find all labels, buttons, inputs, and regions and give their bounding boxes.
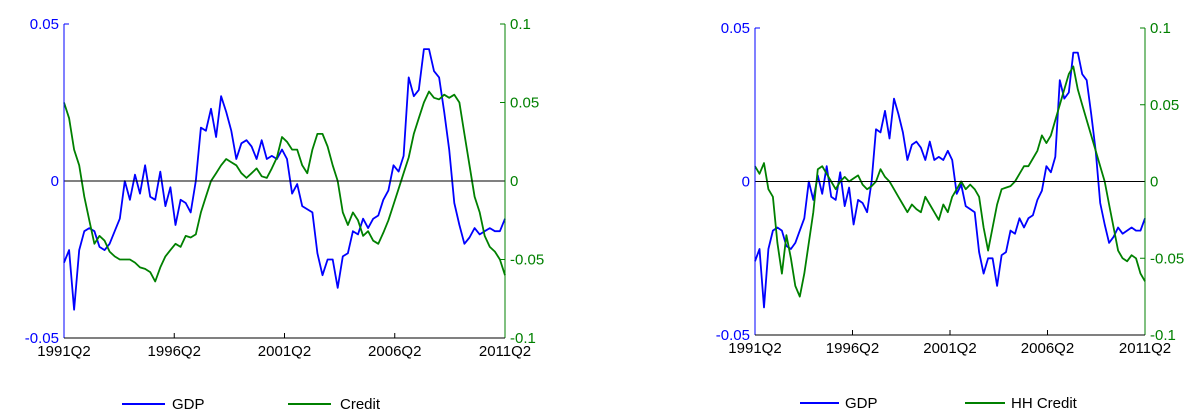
legend-label: Credit: [340, 396, 381, 413]
left-tick-label: -0.05: [716, 327, 750, 344]
left-tick-label: 0: [51, 173, 59, 190]
x-tick-label: 1991Q2: [37, 343, 90, 360]
x-tick-label: 2006Q2: [368, 343, 421, 360]
series-line-credit: [63, 90, 506, 283]
x-tick-label: 2006Q2: [1021, 340, 1074, 357]
series-line-gdp: [754, 51, 1146, 309]
x-tick-label: 1996Q2: [148, 343, 201, 360]
series-lines: [63, 48, 506, 311]
legend-gdp-hh-credit: GDP HH Credit: [800, 395, 1078, 412]
right-axis-ticks: -0.1 -0.05 0 0.05 0.1: [500, 16, 544, 347]
left-axis-ticks: -0.05 0 0.05: [716, 20, 760, 344]
x-tick-label: 1996Q2: [826, 340, 879, 357]
series-line-hh-credit: [754, 65, 1146, 298]
x-axis-ticks: 1991Q2 1996Q2 2001Q2 2006Q2 2011Q2: [37, 333, 531, 360]
right-tick-label: 0.1: [510, 16, 531, 33]
legend-gdp-credit: GDP Credit: [122, 396, 381, 413]
x-tick-label: 2001Q2: [258, 343, 311, 360]
right-tick-label: 0.1: [1150, 20, 1171, 37]
right-tick-label: 0: [1150, 174, 1158, 191]
legend-label: GDP: [845, 395, 878, 412]
left-tick-label: -0.05: [25, 330, 59, 347]
right-tick-label: 0.05: [510, 95, 539, 112]
left-tick-label: 0.05: [30, 16, 59, 33]
left-axis-ticks: -0.05 0 0.05: [25, 16, 69, 347]
x-tick-label: 2011Q2: [1119, 340, 1171, 357]
x-tick-label: 2001Q2: [923, 340, 976, 357]
x-tick-label: 1991Q2: [728, 340, 781, 357]
x-axis-ticks: 1991Q2 1996Q2 2001Q2 2006Q2 2011Q2: [728, 330, 1171, 357]
x-tick-label: 2011Q2: [479, 343, 531, 360]
right-tick-label: -0.1: [1150, 327, 1176, 344]
left-tick-label: 0.05: [721, 20, 750, 37]
right-tick-label: 0.05: [1150, 97, 1179, 114]
legend-label: HH Credit: [1011, 395, 1078, 412]
chart-gdp-hh-credit: -0.05 0 0.05 -0.1 -0.05 0 0.05 0.1 1991Q2 1996Q…: [716, 20, 1184, 412]
series-lines: [754, 51, 1146, 309]
legend-label: GDP: [172, 396, 205, 413]
series-line-gdp: [63, 48, 506, 311]
right-tick-label: -0.1: [510, 330, 536, 347]
left-tick-label: 0: [742, 174, 750, 191]
chart-gdp-credit: -0.05 0 0.05 -0.1 -0.05 0 0.05 0.1 1991Q2 1996Q…: [25, 16, 544, 413]
right-tick-label: 0: [510, 173, 518, 190]
right-tick-label: -0.05: [1150, 250, 1184, 267]
right-axis-ticks: -0.1 -0.05 0 0.05 0.1: [1140, 20, 1184, 344]
right-tick-label: -0.05: [510, 252, 544, 269]
